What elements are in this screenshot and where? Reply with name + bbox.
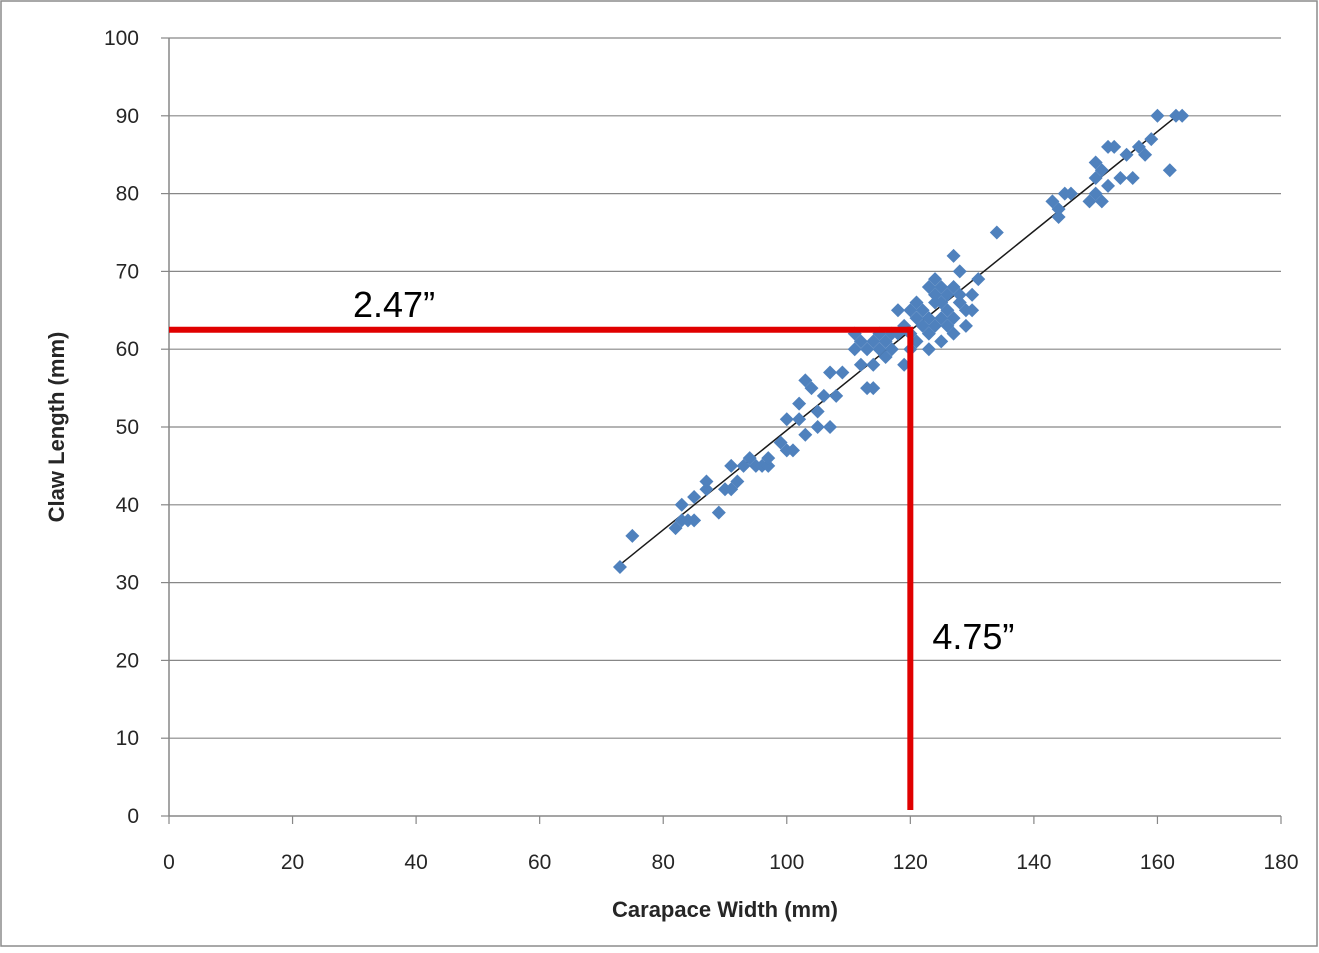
data-point-45 — [866, 381, 881, 396]
data-point-91 — [989, 225, 1004, 240]
data-point-25 — [792, 396, 807, 411]
data-point-26 — [792, 412, 807, 427]
data-point-1 — [625, 528, 640, 543]
data-point-10 — [711, 505, 726, 520]
x-tick-label-80: 80 — [652, 851, 675, 874]
x-tick-label-160: 160 — [1140, 851, 1175, 874]
data-point-86 — [958, 318, 973, 333]
data-point-103 — [1101, 178, 1116, 193]
data-point-82 — [946, 248, 961, 263]
y-tick-label-70: 70 — [116, 260, 139, 283]
gridlines — [169, 37, 1281, 739]
data-point-108 — [1125, 171, 1140, 186]
x-tick-label-40: 40 — [404, 851, 427, 874]
data-point-6 — [687, 513, 702, 528]
data-point-4 — [674, 497, 689, 512]
data-point-29 — [804, 381, 819, 396]
x-tick-label-0: 0 — [163, 851, 175, 874]
x-tick-label-180: 180 — [1263, 851, 1298, 874]
data-point-0 — [612, 560, 627, 575]
data-point-101 — [1094, 163, 1109, 178]
data-point-31 — [810, 404, 825, 419]
data-point-22 — [779, 412, 794, 427]
data-point-106 — [1113, 171, 1128, 186]
y-tick-label-60: 60 — [116, 338, 139, 361]
data-point-85 — [952, 264, 967, 279]
x-axis-title: Carapace Width (mm) — [612, 897, 838, 922]
data-point-27 — [798, 427, 813, 442]
y-tick-label-50: 50 — [116, 416, 139, 439]
y-tick-label-100: 100 — [104, 27, 139, 50]
data-point-102 — [1094, 194, 1109, 209]
annotation-label-horizontal: 2.47” — [353, 284, 435, 325]
data-point-51 — [884, 342, 899, 357]
data-point-13 — [724, 458, 739, 473]
axes — [161, 37, 1282, 824]
data-point-7 — [687, 490, 702, 505]
y-tick-label-20: 20 — [116, 649, 139, 672]
y-tick-label-40: 40 — [116, 494, 139, 517]
y-tick-label-30: 30 — [116, 572, 139, 595]
x-tick-label-120: 120 — [893, 851, 928, 874]
data-point-107 — [1119, 147, 1134, 162]
y-tick-label-90: 90 — [116, 105, 139, 128]
data-point-88 — [965, 287, 980, 302]
annotation-label-vertical: 4.75” — [932, 616, 1014, 657]
y-axis-title: Claw Length (mm) — [44, 332, 69, 523]
data-point-79 — [946, 326, 961, 341]
y-tick-label-0: 0 — [127, 805, 139, 828]
x-tick-label-20: 20 — [281, 851, 304, 874]
data-point-39 — [853, 357, 868, 372]
data-point-93 — [1051, 209, 1066, 224]
data-point-14 — [730, 474, 745, 489]
x-tick-label-100: 100 — [769, 851, 804, 874]
data-point-19 — [761, 458, 776, 473]
data-point-94 — [1051, 202, 1066, 217]
data-point-112 — [1150, 108, 1165, 123]
tick-labels: 0 10 20 30 40 50 60 70 80 90 100 0 20 40 60 80 100 120 140… — [104, 27, 1299, 874]
data-point-32 — [816, 388, 831, 403]
data-point-110 — [1138, 147, 1153, 162]
data-point-8 — [699, 482, 714, 497]
data-point-115 — [1175, 108, 1190, 123]
y-tick-label-10: 10 — [116, 727, 139, 750]
data-point-66 — [921, 342, 936, 357]
annotations: 2.47” 4.75” — [169, 284, 1014, 810]
data-point-35 — [829, 388, 844, 403]
data-point-30 — [810, 420, 825, 434]
data-point-72 — [934, 334, 949, 349]
data-point-113 — [1162, 163, 1177, 178]
data-point-43 — [866, 357, 881, 372]
data-point-36 — [835, 365, 850, 380]
data-point-33 — [823, 420, 838, 434]
data-point-34 — [823, 365, 838, 380]
y-tick-label-80: 80 — [116, 183, 139, 206]
data-point-9 — [699, 474, 714, 489]
x-tick-label-60: 60 — [528, 851, 551, 874]
data-point-96 — [1063, 186, 1078, 201]
data-point-84 — [952, 287, 967, 302]
data-point-20 — [761, 451, 776, 466]
data-point-89 — [965, 303, 980, 318]
data-point-105 — [1107, 139, 1122, 154]
data-points — [612, 108, 1190, 575]
data-point-90 — [971, 272, 986, 287]
x-tick-label-140: 140 — [1016, 851, 1051, 874]
data-point-80 — [946, 311, 961, 326]
data-point-24 — [785, 443, 800, 458]
data-point-53 — [890, 303, 905, 318]
data-point-111 — [1144, 132, 1159, 147]
